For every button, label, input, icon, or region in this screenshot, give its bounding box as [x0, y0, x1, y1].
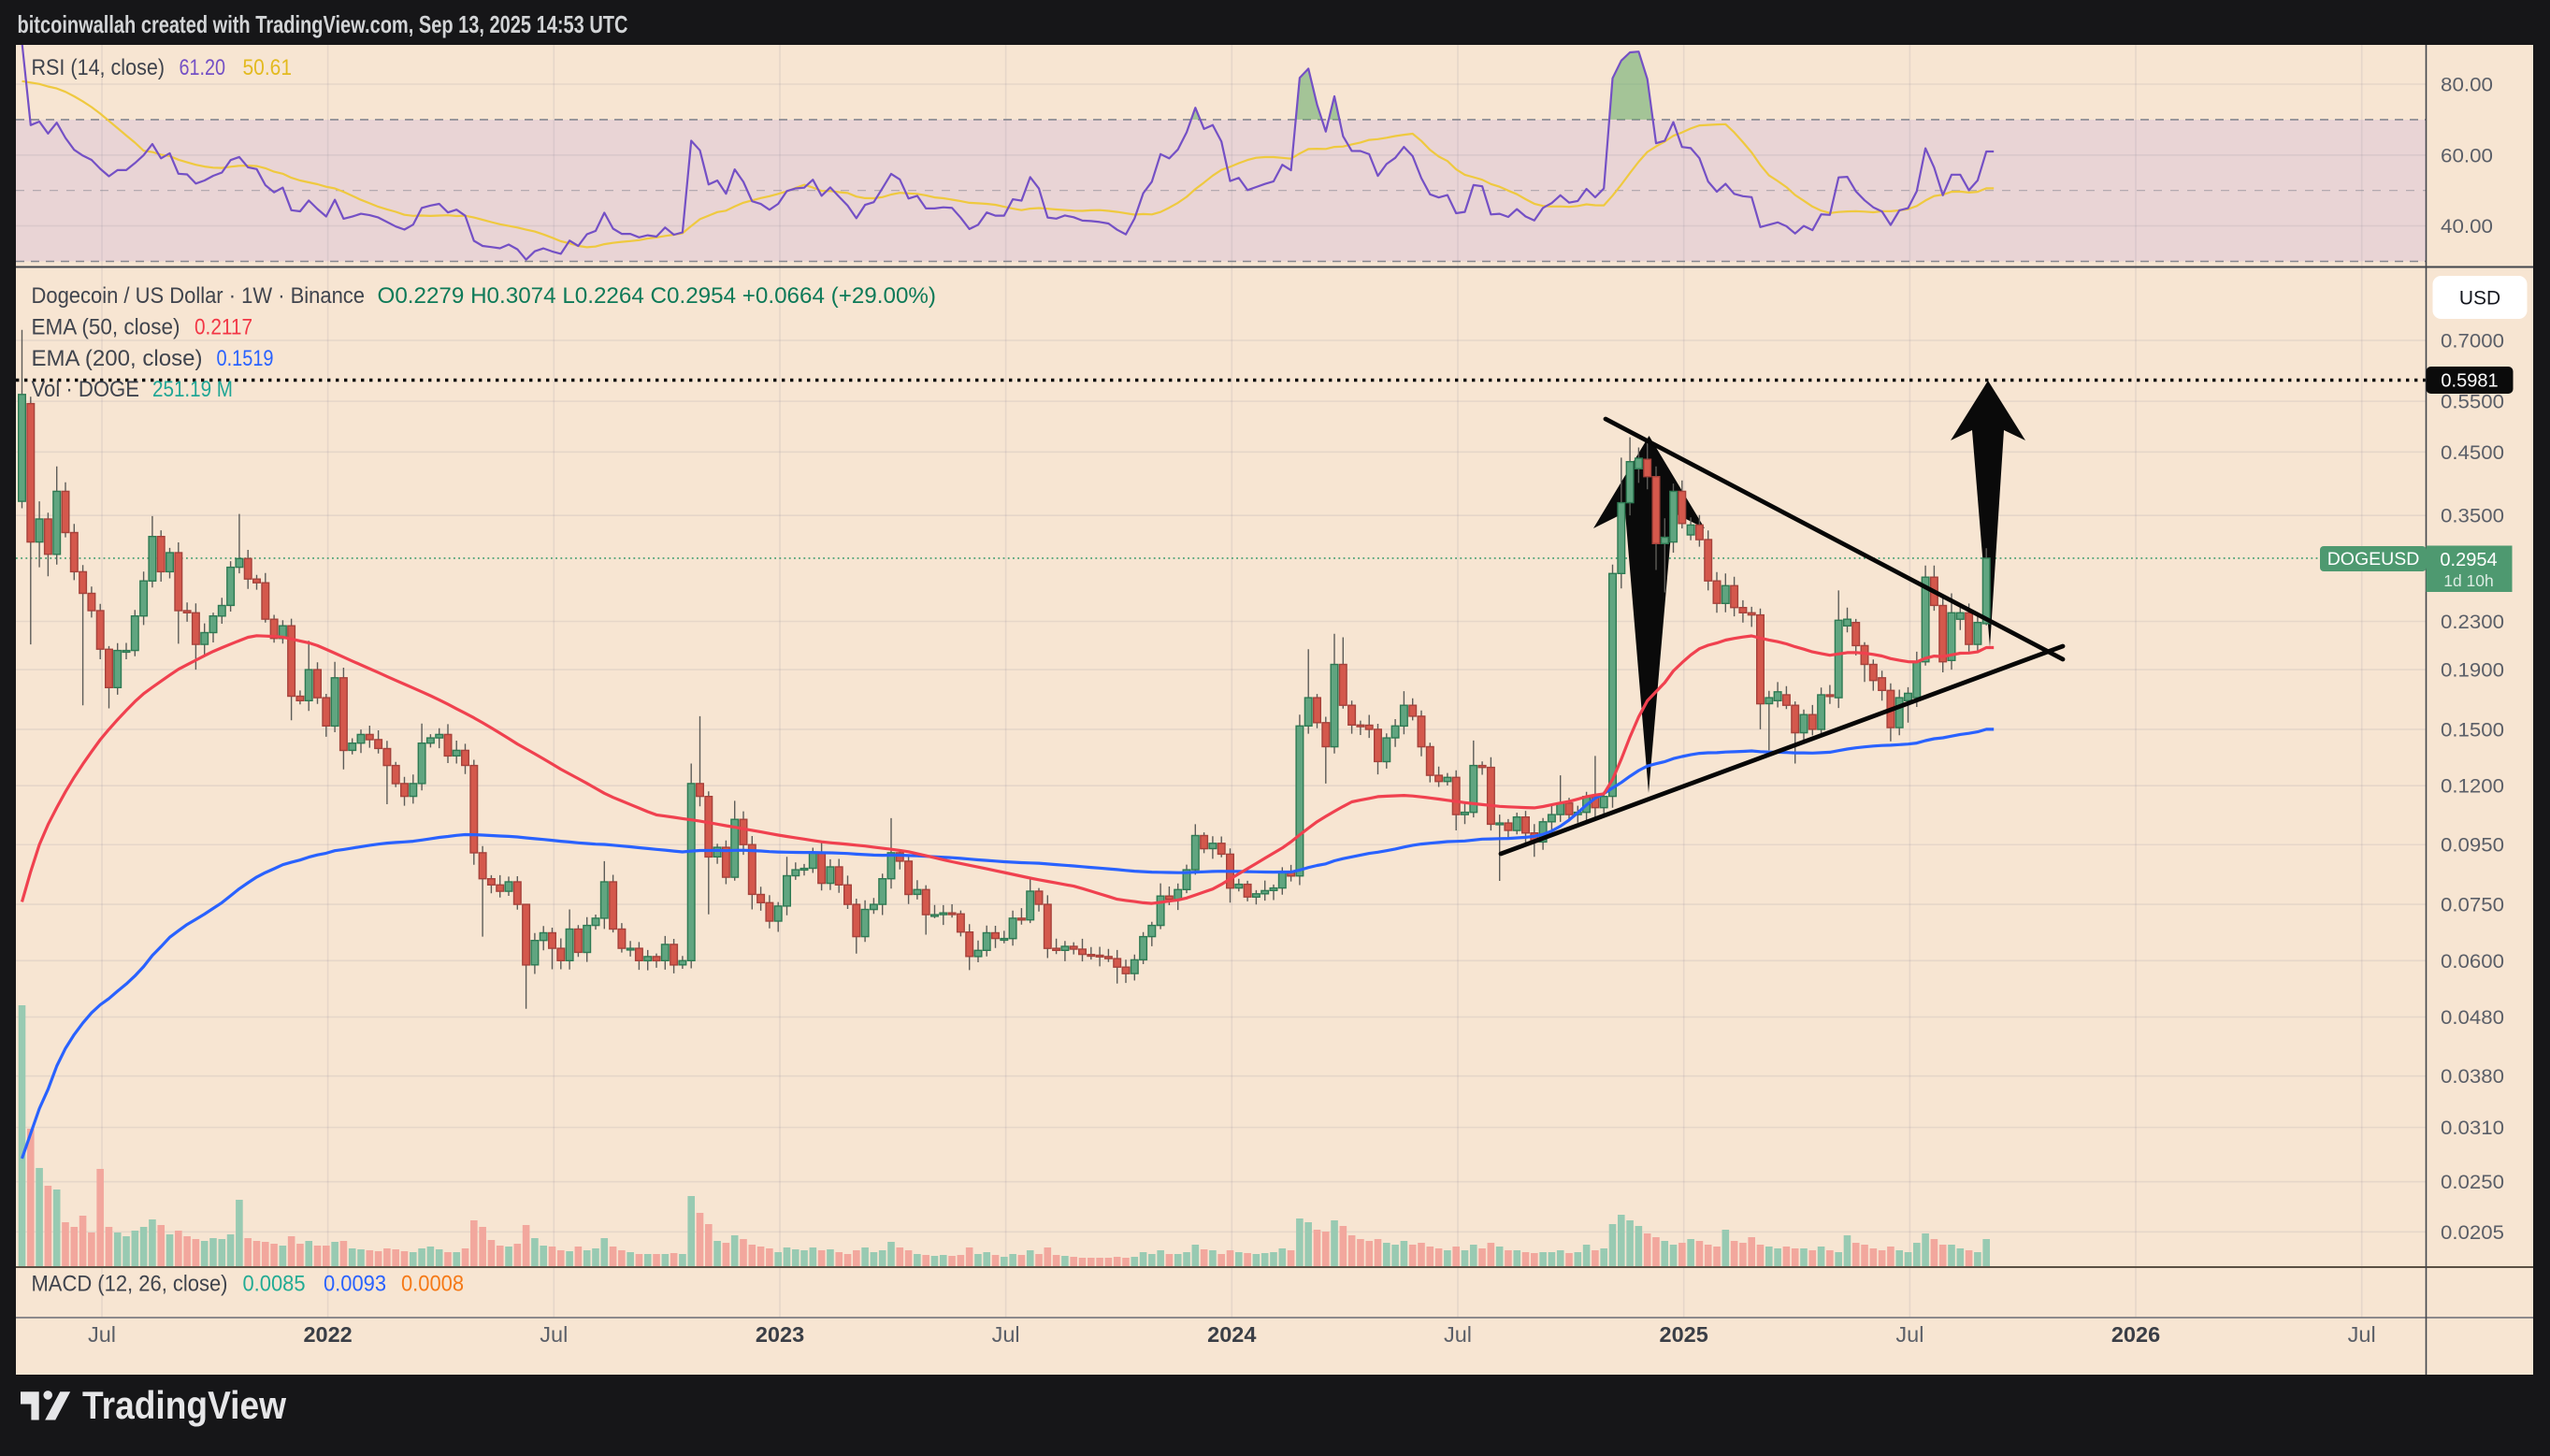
svg-text:2025: 2025: [1660, 1322, 1708, 1347]
svg-text:61.20: 61.20: [180, 55, 226, 80]
svg-text:bitcoinwallah created with Tra: bitcoinwallah created with TradingView.c…: [18, 10, 628, 38]
svg-text:2026: 2026: [2111, 1322, 2160, 1347]
svg-text:O0.2279 H0.3074 L0.2264 C0.295: O0.2279 H0.3074 L0.2264 C0.2954 +0.0664 …: [378, 283, 937, 309]
svg-text:60.00: 60.00: [2441, 145, 2493, 166]
svg-text:USD: USD: [2459, 288, 2500, 310]
svg-text:0.7000: 0.7000: [2441, 331, 2504, 353]
svg-text:2022: 2022: [303, 1322, 352, 1347]
svg-text:0.0093: 0.0093: [324, 1272, 386, 1297]
svg-text:0.0250: 0.0250: [2441, 1172, 2504, 1193]
svg-text:0.0205: 0.0205: [2441, 1222, 2504, 1244]
svg-text:0.2117: 0.2117: [194, 315, 252, 340]
svg-text:0.1200: 0.1200: [2441, 776, 2504, 798]
svg-text:0.1519: 0.1519: [217, 346, 274, 371]
svg-text:0.2300: 0.2300: [2441, 612, 2504, 633]
svg-text:EMA (200, close): EMA (200, close): [32, 346, 203, 371]
svg-text:1d 10h: 1d 10h: [2443, 571, 2494, 590]
svg-text:0.0008: 0.0008: [401, 1272, 464, 1297]
svg-text:0.4500: 0.4500: [2441, 442, 2504, 464]
svg-text:DOGEUSD: DOGEUSD: [2327, 549, 2420, 569]
svg-text:80.00: 80.00: [2441, 75, 2493, 96]
svg-text:50.61: 50.61: [243, 55, 293, 80]
svg-text:Jul: Jul: [992, 1322, 1020, 1347]
svg-text:Jul: Jul: [1444, 1322, 1472, 1347]
svg-text:EMA (50, close): EMA (50, close): [32, 315, 180, 340]
svg-text:2023: 2023: [756, 1322, 804, 1347]
svg-text:0.0310: 0.0310: [2441, 1117, 2504, 1139]
svg-text:0.0380: 0.0380: [2441, 1066, 2504, 1088]
svg-text:MACD (12, 26, close): MACD (12, 26, close): [32, 1272, 228, 1297]
svg-text:TradingView: TradingView: [82, 1383, 286, 1427]
svg-text:40.00: 40.00: [2441, 216, 2493, 238]
svg-text:Dogecoin / US Dollar · 1W · Bi: Dogecoin / US Dollar · 1W · Binance: [32, 283, 366, 309]
svg-text:0.0085: 0.0085: [243, 1272, 306, 1297]
svg-text:0.0750: 0.0750: [2441, 895, 2504, 916]
svg-text:0.0950: 0.0950: [2441, 835, 2504, 857]
svg-text:0.2954: 0.2954: [2440, 550, 2497, 570]
svg-text:0.5981: 0.5981: [2441, 371, 2498, 392]
svg-text:251.19 M: 251.19 M: [152, 377, 233, 402]
svg-text:0.0480: 0.0480: [2441, 1007, 2504, 1029]
svg-text:0.1500: 0.1500: [2441, 719, 2504, 741]
svg-text:RSI (14, close): RSI (14, close): [32, 55, 166, 80]
svg-text:Jul: Jul: [1895, 1322, 1923, 1347]
svg-text:2024: 2024: [1207, 1322, 1256, 1347]
svg-text:0.3500: 0.3500: [2441, 506, 2504, 527]
svg-text:0.5500: 0.5500: [2441, 392, 2504, 413]
svg-text:Jul: Jul: [2348, 1322, 2376, 1347]
svg-text:Jul: Jul: [540, 1322, 568, 1347]
svg-text:Vol · DOGE: Vol · DOGE: [32, 377, 140, 402]
svg-text:0.1900: 0.1900: [2441, 660, 2504, 682]
svg-text:0.0600: 0.0600: [2441, 951, 2504, 973]
svg-text:Jul: Jul: [88, 1322, 116, 1347]
